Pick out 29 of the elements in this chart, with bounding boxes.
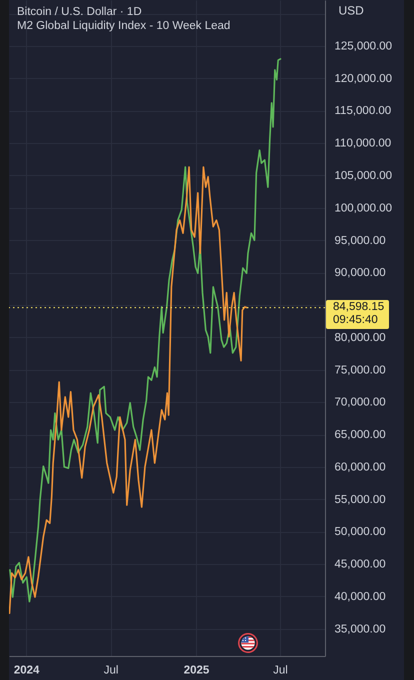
y-tick-label: 125,000.00: [334, 40, 392, 52]
y-tick-label: 65,000.00: [334, 429, 386, 442]
text: Bitcoin / U.S. Dollar · 1D: [17, 6, 142, 18]
y-tick-label: 45,000.00: [334, 558, 386, 571]
y-tick-label: 55,000.00: [334, 494, 386, 506]
x-tick-label: Jul: [104, 664, 118, 676]
y-tick-label: 80,000.00: [334, 332, 386, 344]
y-tick-label: 35,000.00: [334, 623, 386, 636]
x-tick-label: 2025: [184, 664, 210, 676]
y-tick-label: 95,000.00: [334, 234, 386, 247]
ref-line-label: 84,598.15: [333, 300, 384, 314]
y-tick-label: 70,000.00: [334, 396, 386, 409]
line-series: [9, 58, 282, 602]
y-tick-label: 110,000.00: [334, 138, 392, 150]
x-tick-label: 2024: [14, 664, 40, 676]
y-axis-title: USD: [338, 4, 364, 18]
y-tick-label: 105,000.00: [334, 170, 392, 182]
y-tick-label: 90,000.00: [334, 267, 386, 280]
y-tick-label: 60,000.00: [334, 461, 386, 474]
text: M2 Global Liquidity Index - 10 Week Lead: [17, 20, 230, 32]
y-tick-label: 115,000.00: [334, 105, 392, 118]
y-tick-label: 40,000.00: [334, 590, 386, 603]
y-tick-label: 120,000.00: [334, 72, 392, 85]
text: 09:45:40: [333, 314, 379, 327]
x-tick-label: Jul: [273, 664, 288, 676]
y-tick-label: 100,000.00: [334, 202, 392, 214]
line-series: [9, 166, 248, 614]
y-tick-label: 50,000.00: [334, 526, 386, 538]
y-tick-label: 75,000.00: [334, 364, 386, 376]
